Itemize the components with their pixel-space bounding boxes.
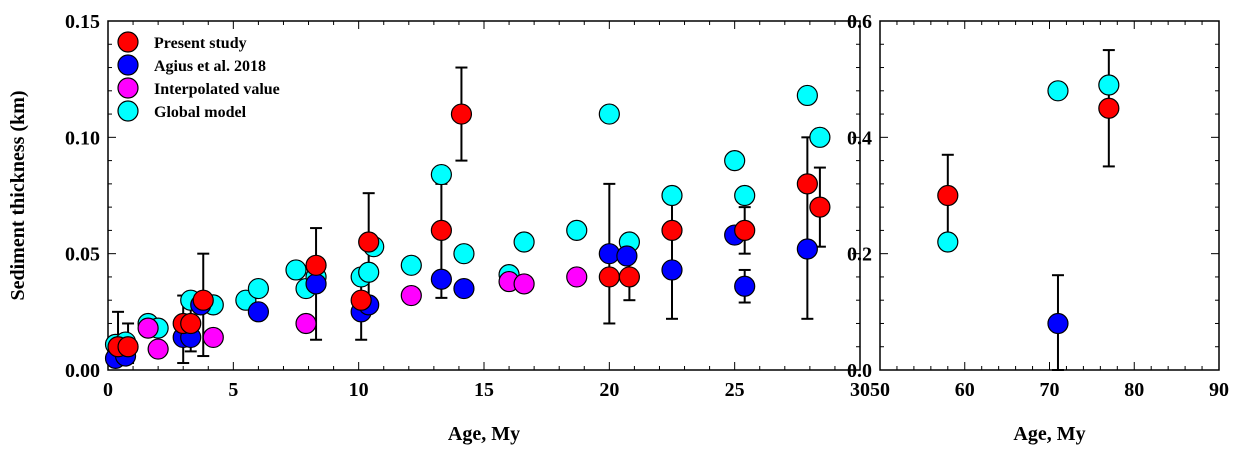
point-global-model bbox=[1098, 74, 1120, 96]
point-global-model bbox=[400, 254, 422, 276]
data-points bbox=[937, 74, 1120, 335]
point-global-model bbox=[937, 231, 959, 253]
y-axis-title: Sediment thickness (km) bbox=[7, 90, 29, 300]
legend-label-global-model: Global model bbox=[154, 104, 247, 121]
point-agius-et-al-2018 bbox=[661, 259, 683, 281]
point-present-study bbox=[430, 219, 452, 241]
point-present-study bbox=[450, 103, 473, 125]
y-tick-label: 0.05 bbox=[65, 244, 100, 266]
x-tick-label: 30 bbox=[850, 379, 870, 401]
point-interpolated-value bbox=[513, 273, 535, 295]
y-tick-label: 0.15 bbox=[65, 11, 100, 33]
point-present-study bbox=[117, 336, 139, 358]
x-tick-label: 15 bbox=[474, 379, 494, 401]
legend-swatch-global-model bbox=[117, 100, 139, 122]
point-present-study bbox=[1098, 97, 1120, 119]
point-agius-et-al-2018 bbox=[430, 268, 452, 290]
point-agius-et-al-2018 bbox=[616, 245, 638, 267]
point-present-study bbox=[598, 266, 620, 288]
point-global-model bbox=[661, 184, 683, 207]
point-interpolated-value bbox=[400, 284, 422, 307]
point-interpolated-value bbox=[137, 317, 159, 339]
x-axis-title: Age, My bbox=[448, 423, 520, 445]
point-global-model bbox=[734, 184, 756, 207]
point-present-study bbox=[618, 266, 640, 288]
point-agius-et-al-2018 bbox=[734, 275, 756, 297]
x-tick-label: 10 bbox=[349, 379, 369, 401]
y-tick-label: 0.2 bbox=[847, 244, 872, 266]
left-panel: 0 5 10 15 20 25 30 0.00 0.05 0.10 0.15 Age, My Sedim… bbox=[7, 11, 870, 445]
point-agius-et-al-2018 bbox=[1047, 312, 1069, 335]
point-present-study bbox=[734, 219, 756, 241]
point-present-study bbox=[937, 184, 959, 207]
y-tick-label: 0.4 bbox=[847, 127, 872, 149]
x-tick-label: 80 bbox=[1124, 379, 1144, 401]
point-agius-et-al-2018 bbox=[305, 273, 327, 295]
x-tick-label: 5 bbox=[228, 379, 238, 401]
point-interpolated-value bbox=[566, 266, 588, 288]
right-panel: 50 60 70 80 90 0.0 0.2 0.4 0.6 Age, My bbox=[847, 11, 1229, 445]
data-points bbox=[104, 84, 831, 369]
legend-swatch-present-study bbox=[117, 31, 139, 53]
legend-label-interpolated-value: Interpolated value bbox=[154, 81, 280, 98]
y-tick-label: 0.00 bbox=[65, 360, 100, 382]
point-agius-et-al-2018 bbox=[598, 243, 620, 265]
axis-ticks bbox=[879, 20, 1220, 371]
point-present-study bbox=[305, 254, 327, 276]
point-present-study bbox=[796, 173, 818, 195]
point-global-model bbox=[285, 259, 307, 281]
legend-swatch-interpolated-value bbox=[117, 77, 139, 99]
axis-ticks bbox=[107, 20, 861, 371]
point-global-model bbox=[453, 243, 475, 265]
point-global-model bbox=[513, 231, 535, 253]
point-global-model bbox=[1047, 80, 1069, 102]
point-present-study bbox=[358, 231, 380, 253]
point-interpolated-value bbox=[202, 326, 224, 349]
x-tick-label: 50 bbox=[870, 379, 890, 401]
x-tick-label: 60 bbox=[955, 379, 975, 401]
y-tick-label: 0.10 bbox=[65, 127, 100, 149]
y-tick-label: 0.0 bbox=[847, 360, 872, 382]
legend: Present study Agius et al. 2018 Interpolat… bbox=[117, 31, 280, 122]
legend-label-present-study: Present study bbox=[154, 35, 247, 52]
point-present-study bbox=[661, 219, 683, 241]
point-global-model bbox=[358, 261, 380, 283]
point-interpolated-value bbox=[295, 312, 317, 335]
x-tick-label: 20 bbox=[599, 379, 619, 401]
point-present-study bbox=[180, 312, 202, 335]
point-agius-et-al-2018 bbox=[453, 277, 475, 300]
point-present-study bbox=[809, 196, 831, 218]
point-global-model bbox=[796, 84, 818, 107]
x-tick-label: 25 bbox=[725, 379, 745, 401]
point-interpolated-value bbox=[147, 338, 169, 360]
point-agius-et-al-2018 bbox=[796, 238, 818, 260]
x-tick-label: 0 bbox=[103, 379, 113, 401]
error-bars bbox=[941, 49, 1115, 371]
x-axis-title: Age, My bbox=[1013, 423, 1085, 445]
y-tick-label: 0.6 bbox=[847, 11, 872, 33]
point-global-model bbox=[809, 126, 831, 148]
point-global-model bbox=[724, 150, 746, 172]
point-global-model bbox=[566, 219, 588, 241]
point-global-model bbox=[430, 163, 452, 186]
point-agius-et-al-2018 bbox=[247, 301, 269, 323]
point-global-model bbox=[247, 277, 269, 300]
point-global-model bbox=[598, 103, 620, 125]
legend-swatch-agius-et-al-2018 bbox=[117, 54, 139, 76]
point-present-study bbox=[350, 289, 372, 311]
point-present-study bbox=[192, 289, 214, 311]
legend-label-agius-et-al-2018: Agius et al. 2018 bbox=[154, 58, 266, 75]
x-tick-label: 70 bbox=[1040, 379, 1060, 401]
x-tick-label: 90 bbox=[1209, 379, 1229, 401]
